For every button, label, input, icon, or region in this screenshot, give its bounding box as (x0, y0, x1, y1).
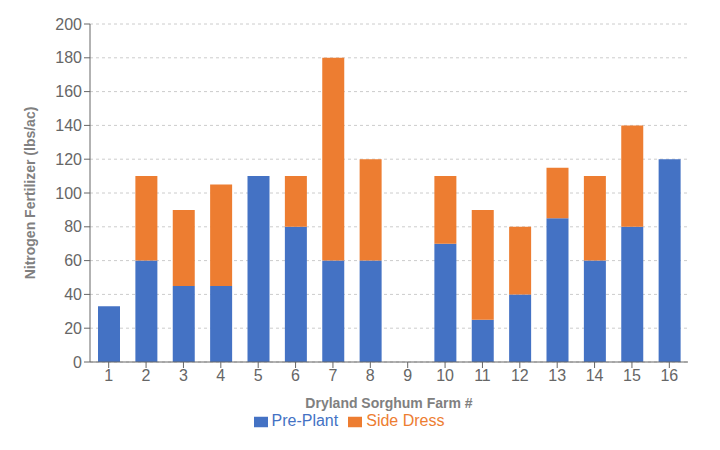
svg-text:1: 1 (104, 367, 113, 384)
html-text:Pre-Plant: Pre-Plant (271, 412, 339, 429)
svg-text:7: 7 (328, 367, 337, 384)
svg-text:11: 11 (474, 367, 491, 384)
svg-text:9: 9 (403, 367, 412, 384)
svg-text:100: 100 (55, 185, 82, 202)
svg-text:13: 13 (548, 367, 566, 384)
svg-text:160: 160 (55, 83, 82, 100)
svg-text:12: 12 (511, 367, 529, 384)
svg-text:10: 10 (436, 367, 454, 384)
svg-text:20: 20 (64, 320, 82, 337)
svg-text:Dryland Sorghum Farm #: Dryland Sorghum Farm # (305, 395, 472, 411)
svg-text:Nitrogen Fertilizer (lbs/ac): Nitrogen Fertilizer (lbs/ac) (22, 107, 38, 280)
svg-text:16: 16 (660, 367, 678, 384)
html-text:Side Dress: Side Dress (366, 412, 445, 429)
svg-text:0: 0 (73, 354, 82, 371)
svg-text:5: 5 (254, 367, 263, 384)
svg-text:4: 4 (216, 367, 225, 384)
svg-text:3: 3 (179, 367, 188, 384)
svg-text:120: 120 (55, 151, 82, 168)
svg-text:40: 40 (64, 286, 82, 303)
svg-text:80: 80 (64, 218, 82, 235)
svg-text:180: 180 (55, 49, 82, 66)
svg-text:140: 140 (55, 117, 82, 134)
svg-text:6: 6 (291, 367, 300, 384)
svg-text:2: 2 (142, 367, 151, 384)
svg-text:15: 15 (623, 367, 641, 384)
svg-text:8: 8 (366, 367, 375, 384)
svg-text:200: 200 (55, 16, 82, 33)
svg-text:14: 14 (586, 367, 604, 384)
svg-text:60: 60 (64, 252, 82, 269)
